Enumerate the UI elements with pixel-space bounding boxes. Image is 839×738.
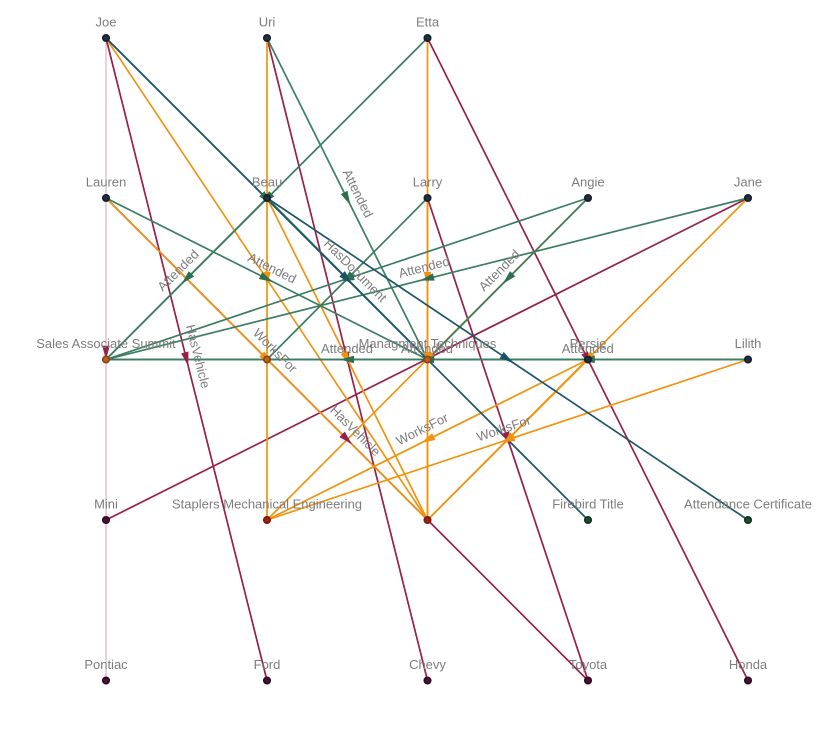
svg-text:Attended: Attended xyxy=(562,341,614,356)
svg-text:Angie: Angie xyxy=(571,175,604,190)
svg-text:Toyota: Toyota xyxy=(569,657,608,672)
svg-text:Jane: Jane xyxy=(734,175,762,190)
svg-text:Persie: Persie xyxy=(570,336,607,351)
svg-text:Joe: Joe xyxy=(96,15,117,30)
svg-text:Etta: Etta xyxy=(416,15,440,30)
svg-text:Sales Associate Summit: Sales Associate Summit xyxy=(36,336,176,351)
svg-text:Attendance Certificate: Attendance Certificate xyxy=(684,497,812,512)
svg-text:Lauren: Lauren xyxy=(86,175,126,190)
svg-text:Ford: Ford xyxy=(254,657,281,672)
svg-text:Larry: Larry xyxy=(413,175,443,190)
svg-text:Honda: Honda xyxy=(729,657,768,672)
svg-text:Pontiac: Pontiac xyxy=(84,657,128,672)
svg-text:Lilith: Lilith xyxy=(735,336,762,351)
svg-text:Firebird Title: Firebird Title xyxy=(552,497,624,512)
svg-text:Attended: Attended xyxy=(401,341,453,356)
svg-text:Staplers Mechanical Engineerin: Staplers Mechanical Engineering xyxy=(172,497,362,512)
svg-text:Beau: Beau xyxy=(252,175,282,190)
svg-text:Mini: Mini xyxy=(94,497,118,512)
svg-text:Managment Techniques: Managment Techniques xyxy=(359,336,497,351)
svg-text:Chevy: Chevy xyxy=(409,657,446,672)
svg-text:Attended: Attended xyxy=(321,341,373,356)
svg-text:Uri: Uri xyxy=(259,15,276,30)
